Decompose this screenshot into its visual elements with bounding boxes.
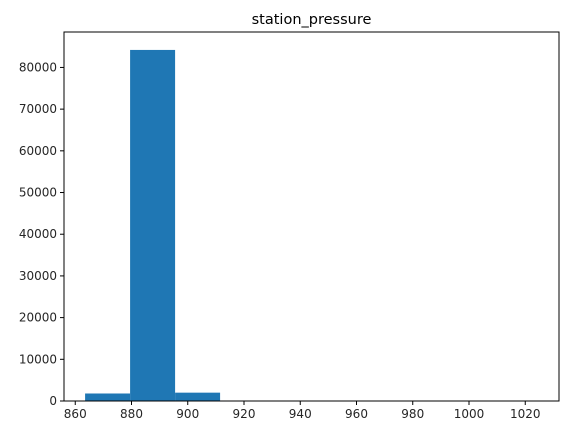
x-tick-label: 920 xyxy=(233,407,256,421)
y-axis-ticks: 0 10000 20000 30000 40000 50000 60000 70000 8000… xyxy=(19,60,64,408)
histogram-bar-1 xyxy=(130,49,176,402)
histogram-bar-0 xyxy=(85,393,131,401)
y-tick-label: 20000 xyxy=(19,311,57,325)
x-axis-ticks: 860 880 900 920 940 960 980 1000 1020 xyxy=(64,401,541,421)
histogram-bar-2 xyxy=(175,392,221,401)
y-tick-label: 40000 xyxy=(19,227,57,241)
x-tick-label: 860 xyxy=(64,407,87,421)
y-tick-label: 10000 xyxy=(19,352,57,366)
y-tick-label: 50000 xyxy=(19,186,57,200)
x-tick-label: 880 xyxy=(120,407,143,421)
x-tick-label: 940 xyxy=(289,407,312,421)
y-tick-label: 80000 xyxy=(19,60,57,74)
chart-title: station_pressure xyxy=(252,12,372,28)
y-tick-label: 30000 xyxy=(19,269,57,283)
x-tick-label: 1000 xyxy=(454,407,485,421)
y-tick-label: 0 xyxy=(49,394,57,408)
x-tick-label: 900 xyxy=(176,407,199,421)
y-tick-label: 60000 xyxy=(19,144,57,158)
x-tick-label: 980 xyxy=(401,407,424,421)
plot-frame xyxy=(63,31,560,402)
y-tick-label: 70000 xyxy=(19,102,57,116)
x-tick-label: 960 xyxy=(345,407,368,421)
x-tick-label: 1020 xyxy=(510,407,541,421)
histogram-bars xyxy=(85,49,536,402)
